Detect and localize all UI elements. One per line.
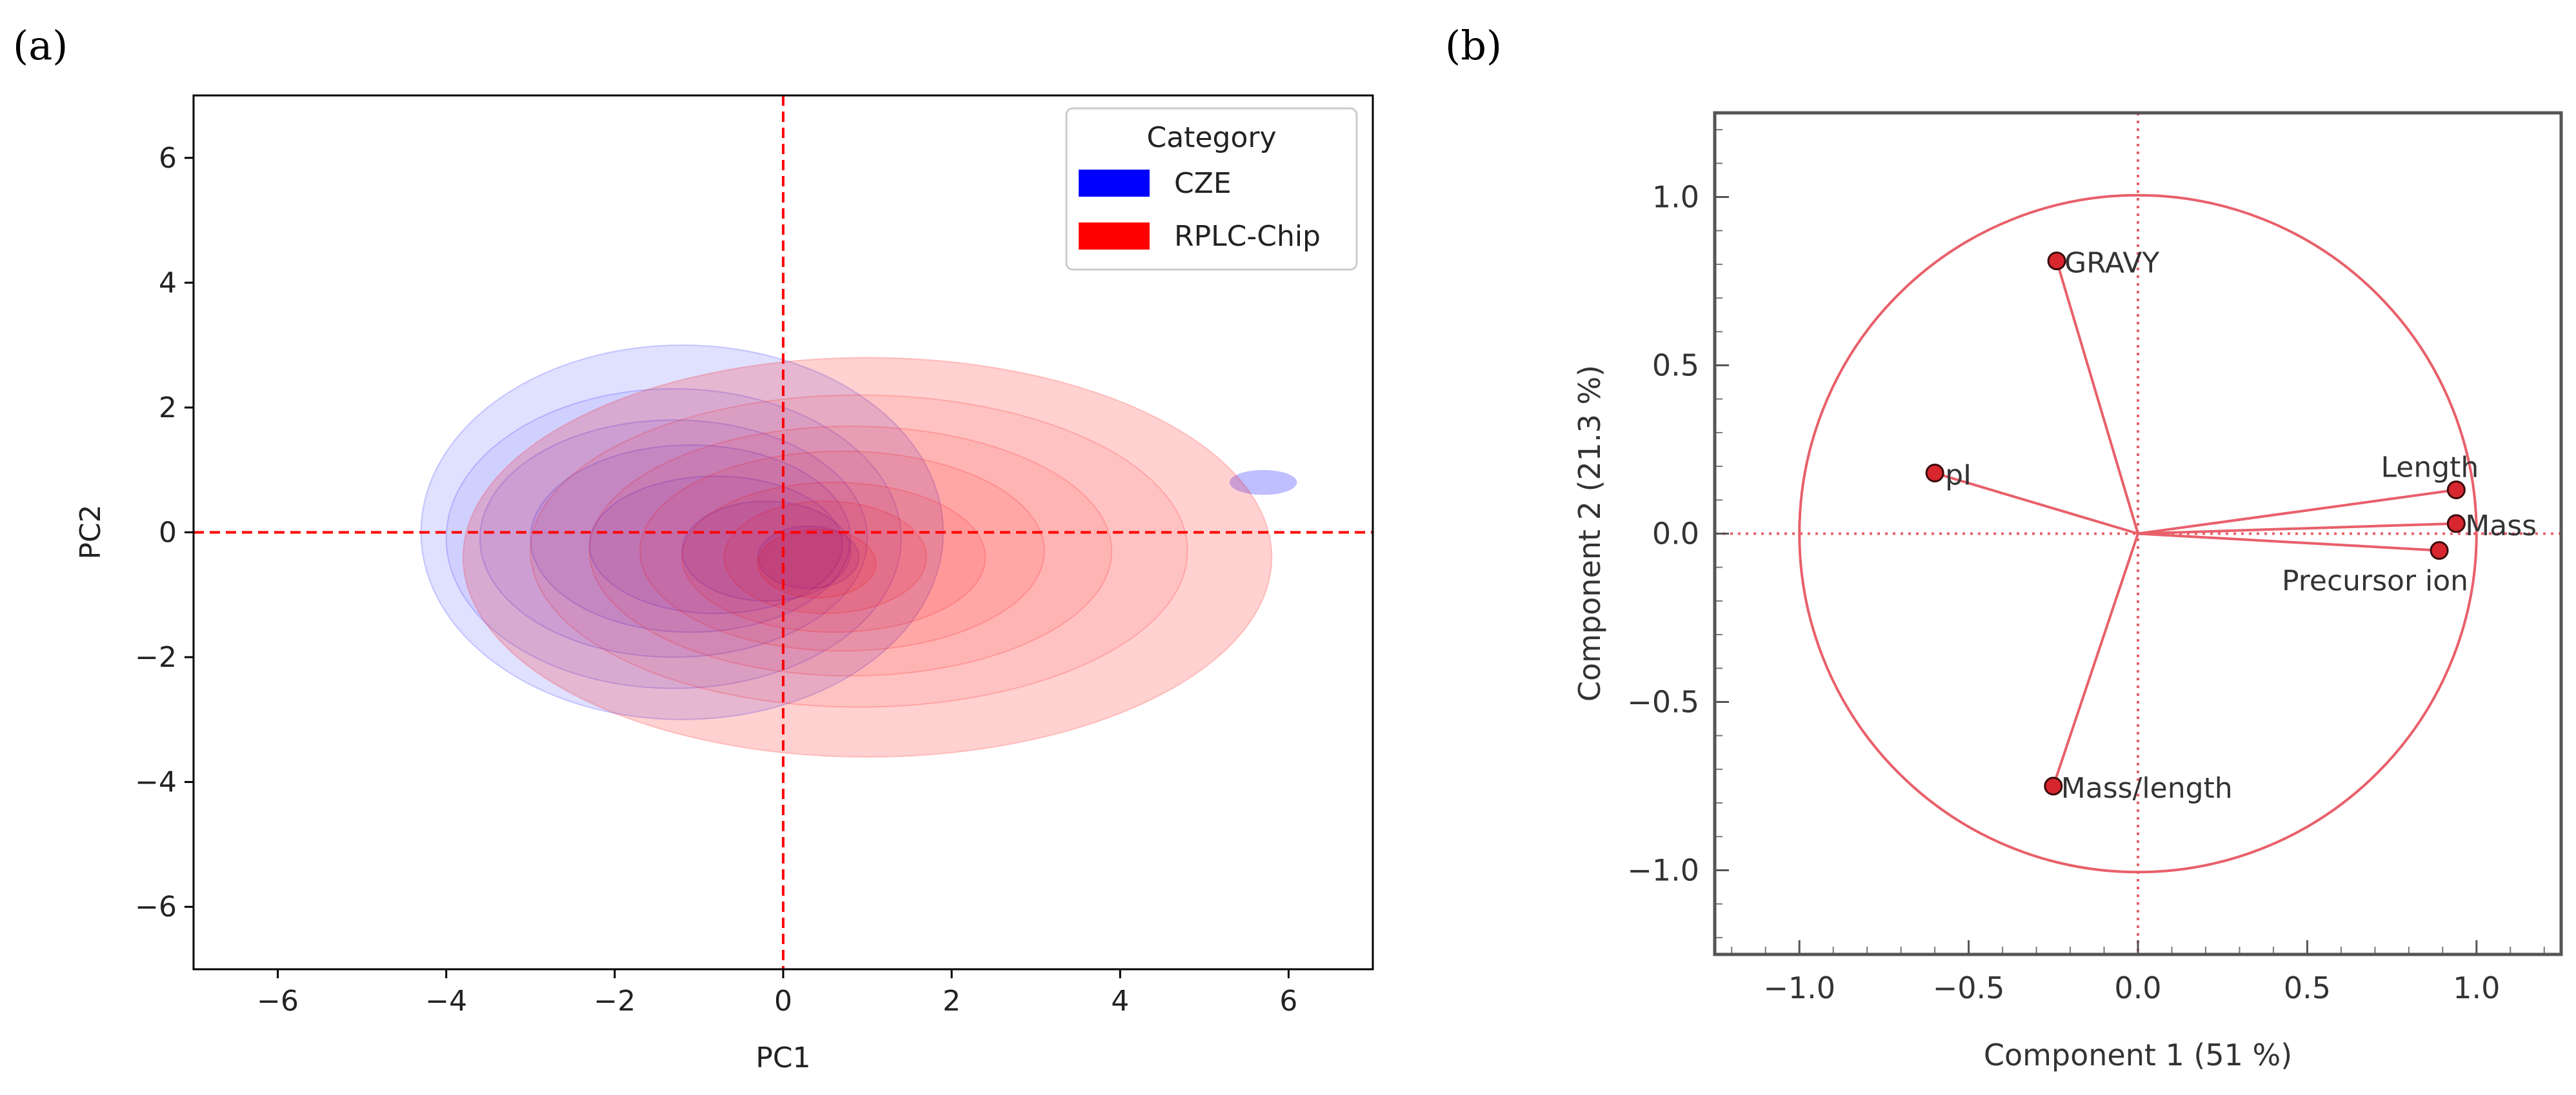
y-tick-label: 0.0 <box>1652 517 1699 551</box>
density-level-rplc-chip-4 <box>681 482 986 633</box>
loading-label-length: Length <box>2381 451 2479 484</box>
y-tick-label: −0.5 <box>1627 685 1699 720</box>
x-tick-label: 0.0 <box>2114 971 2161 1005</box>
density-level-rplc-chip-6 <box>757 528 877 599</box>
y-tick-label: 4 <box>159 266 177 299</box>
y-axis-label: PC2 <box>74 504 107 559</box>
y-tick-label: 0 <box>159 517 177 549</box>
loading-vectors: GRAVY pI Length Mass Precursor ion Mass/lengt… <box>1925 247 2537 805</box>
y-tick-label: −6 <box>135 891 177 923</box>
density-level-rplc-chip-1 <box>530 394 1188 708</box>
loading-point-mass <box>2446 514 2466 533</box>
x-axis-label: PC1 <box>755 1041 810 1074</box>
x-tick-label: 2 <box>943 985 961 1018</box>
density-level-rplc-chip-2 <box>588 425 1113 677</box>
loading-label-pi: pI <box>1945 459 1972 492</box>
y-axis-ticks: −1.0 −0.5 0.0 0.5 1.0 <box>1627 180 1729 888</box>
legend-label-rplc-chip: RPLC-Chip <box>1174 220 1321 253</box>
density-level-cze-5 <box>681 500 852 602</box>
x-tick-label: 0 <box>774 985 792 1018</box>
y-tick-label: −1.0 <box>1627 853 1699 888</box>
x-axis-label: Component 1 (51 %) <box>1984 1038 2292 1072</box>
panel-label-b: (b) <box>1445 22 1502 69</box>
loading-label-mass: Mass <box>2465 509 2537 542</box>
panel-label-a: (a) <box>13 22 68 69</box>
loading-vector-precursor-ion <box>2137 532 2440 552</box>
x-tick-label: 4 <box>1111 985 1129 1018</box>
loading-point-pi <box>1925 464 1944 483</box>
density-layer <box>420 344 1297 758</box>
y-tick-label: 6 <box>159 142 177 175</box>
x-tick-label: 6 <box>1279 985 1297 1018</box>
loading-vector-pi <box>1934 471 2139 535</box>
y-tick-label: −2 <box>135 641 177 674</box>
density-level-cze-3 <box>530 444 852 633</box>
panel-b-chart: GRAVY pI Length Mass Precursor ion Mass/lengt… <box>1572 111 2563 1072</box>
x-tick-label: −2 <box>594 985 635 1018</box>
x-tick-label: −0.5 <box>1933 971 2005 1005</box>
panel-a-chart: −6 −4 −2 0 2 4 6 −6 −4 −2 0 2 4 6 PC1 PC2 Category C… <box>74 94 1374 1074</box>
y-axis-ticks: −6 −4 −2 0 2 4 6 <box>135 142 194 923</box>
y-tick-label: 2 <box>159 391 177 424</box>
x-tick-label: −1.0 <box>1763 971 1835 1005</box>
y-tick-label: 1.0 <box>1652 180 1699 215</box>
reference-lines <box>194 95 1373 969</box>
density-tail-cze <box>1230 469 1297 495</box>
x-tick-label: −6 <box>257 985 299 1018</box>
density-level-cze-4 <box>588 475 843 615</box>
reference-lines <box>1715 113 2561 954</box>
loading-vector-length <box>2137 488 2457 535</box>
density-level-cze-2 <box>479 419 868 658</box>
loading-vector-gravy <box>2055 261 2139 535</box>
y-tick-label: 0.5 <box>1652 348 1699 383</box>
legend: Category CZE RPLC-Chip <box>1065 107 1358 271</box>
density-level-rplc-chip-3 <box>639 450 1045 652</box>
loading-vector-mass-length <box>2052 533 2139 787</box>
x-tick-label: −4 <box>425 985 467 1018</box>
density-level-cze-1 <box>445 388 902 689</box>
legend-swatch-cze <box>1079 170 1150 197</box>
x-axis-ticks: −6 −4 −2 0 2 4 6 <box>257 969 1297 1018</box>
loading-label-gravy: GRAVY <box>2064 247 2159 280</box>
legend-swatch-rplc-chip <box>1079 222 1150 250</box>
y-tick-label: −4 <box>135 766 177 799</box>
loading-point-precursor-ion <box>2430 541 2449 560</box>
legend-title: Category <box>1147 121 1277 154</box>
x-axis-ticks: −1.0 −0.5 0.0 0.5 1.0 <box>1763 940 2500 1005</box>
loading-label-mass-length: Mass/length <box>2061 772 2233 805</box>
x-tick-label: 1.0 <box>2453 971 2500 1005</box>
loading-vector-mass <box>2137 522 2457 535</box>
x-tick-label: 0.5 <box>2284 971 2331 1005</box>
loading-label-precursor-ion: Precursor ion <box>2282 565 2468 598</box>
loading-point-gravy <box>2047 252 2066 271</box>
legend-label-cze: CZE <box>1174 167 1232 200</box>
density-level-rplc-chip-0 <box>462 357 1273 758</box>
unit-circle <box>1798 193 2478 874</box>
density-level-rplc-chip-5 <box>723 500 927 615</box>
loading-point-mass-length <box>2044 776 2063 796</box>
y-axis-label: Component 2 (21.3 %) <box>1572 365 1607 702</box>
loading-point-length <box>2446 480 2466 500</box>
